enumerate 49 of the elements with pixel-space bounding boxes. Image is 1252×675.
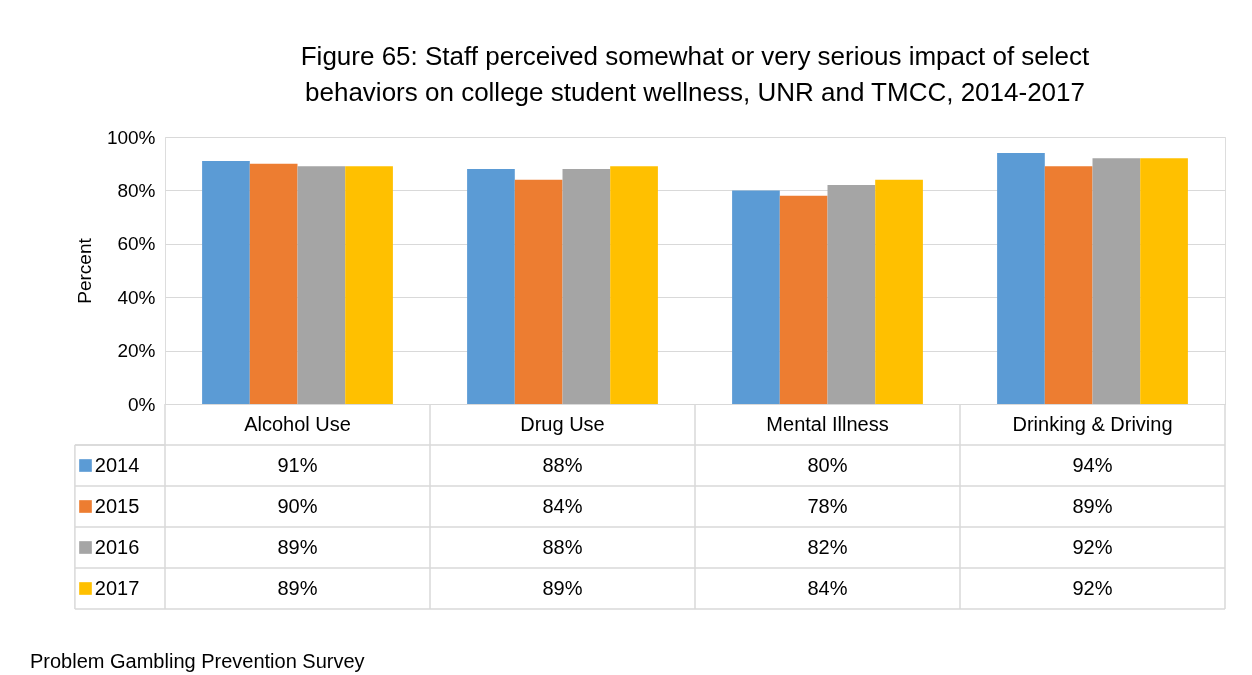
y-tick-label: 60% xyxy=(117,233,156,255)
data-label: 84% xyxy=(807,576,848,599)
data-label: 78% xyxy=(807,494,848,517)
legend-label: 2014 xyxy=(94,453,140,476)
data-label: 89% xyxy=(277,576,318,599)
bar xyxy=(202,161,250,404)
bar xyxy=(562,169,611,404)
data-label: 88% xyxy=(542,453,583,476)
text: Problem Gambling Prevention Survey xyxy=(30,650,365,672)
bar xyxy=(467,169,515,404)
legend-label: 2016 xyxy=(94,535,140,558)
y-tick-label: 100% xyxy=(106,126,156,148)
x-tick-label: Mental Illness xyxy=(766,412,889,435)
bar xyxy=(827,185,876,404)
bar xyxy=(1044,166,1093,404)
y-axis-title: Percent xyxy=(73,237,95,304)
bar xyxy=(732,190,780,404)
data-label: 90% xyxy=(277,494,318,517)
data-label: 82% xyxy=(807,535,848,558)
bar xyxy=(1092,158,1141,404)
data-label: 89% xyxy=(277,535,318,558)
data-label: 80% xyxy=(807,453,848,476)
bar xyxy=(997,153,1045,404)
data-label: 89% xyxy=(542,576,583,599)
legend-label: 2017 xyxy=(94,576,140,599)
y-tick-label: 0% xyxy=(128,393,156,415)
y-tick-label: 40% xyxy=(117,286,156,308)
chart-title: Figure 65: Staff perceived somewhat or very serious impact of select behaviors on college student wellness, UNR and TMCC, 2014-2017 xyxy=(300,41,1091,107)
data-label: 84% xyxy=(542,494,583,517)
bar xyxy=(875,179,923,404)
y-tick-label: 20% xyxy=(117,340,156,362)
bar xyxy=(345,166,393,404)
bar xyxy=(514,179,563,404)
bar xyxy=(1140,158,1188,404)
data-label: 94% xyxy=(1072,453,1113,476)
data-label: 88% xyxy=(542,535,583,558)
bar xyxy=(610,166,658,404)
bar xyxy=(249,163,298,404)
data-label: 92% xyxy=(1072,535,1113,558)
data-label: 89% xyxy=(1072,494,1113,517)
bar xyxy=(779,195,828,404)
legend-label: 2015 xyxy=(94,494,140,517)
x-tick-label: Alcohol Use xyxy=(244,412,351,435)
x-tick-label: Drinking & Driving xyxy=(1012,412,1173,435)
x-tick-label: Drug Use xyxy=(520,412,605,435)
bar xyxy=(297,166,346,404)
data-label: 92% xyxy=(1072,576,1113,599)
y-tick-label: 80% xyxy=(117,179,156,201)
data-label: 91% xyxy=(277,453,318,476)
